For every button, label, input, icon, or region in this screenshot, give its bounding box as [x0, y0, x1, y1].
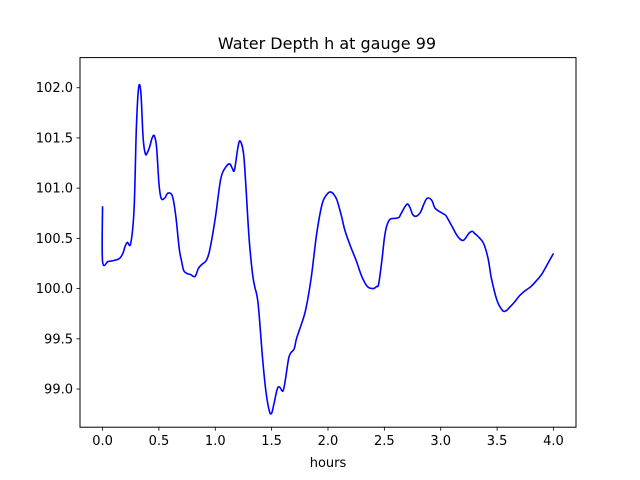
x-tick-label: 3.5: [487, 434, 508, 449]
series-line: [101, 83, 555, 415]
x-tick-label: 2.5: [374, 434, 395, 449]
x-tick-label: 1.0: [205, 434, 226, 449]
y-tick-label: 102.0: [36, 81, 73, 96]
plot-area: [79, 57, 577, 428]
y-tick-label: 99.0: [44, 383, 73, 398]
y-tick-label: 99.5: [44, 332, 73, 347]
x-axis-label: hours: [310, 456, 347, 471]
x-axis: 0.0 0.5 1.0 1.5 2.0 2.5 3.0 3.5 4.0: [92, 427, 564, 449]
x-tick-label: 0.0: [92, 434, 113, 449]
y-axis: 99.0 99.5 100.0 100.5 101.0 101.5 102.0: [36, 81, 80, 398]
series-layer: [101, 83, 555, 415]
y-tick-label: 101.5: [36, 131, 73, 146]
plot-background: [80, 57, 576, 428]
y-tick-label: 100.0: [36, 282, 73, 297]
x-tick-label: 1.5: [261, 434, 282, 449]
x-tick-label: 4.0: [543, 434, 564, 449]
y-tick-label: 100.5: [36, 232, 73, 247]
x-tick-label: 2.0: [318, 434, 339, 449]
y-tick-label: 101.0: [36, 182, 73, 197]
chart-title: Water Depth h at gauge 99: [218, 34, 436, 53]
x-tick-label: 0.5: [149, 434, 170, 449]
x-tick-label: 3.0: [430, 434, 451, 449]
